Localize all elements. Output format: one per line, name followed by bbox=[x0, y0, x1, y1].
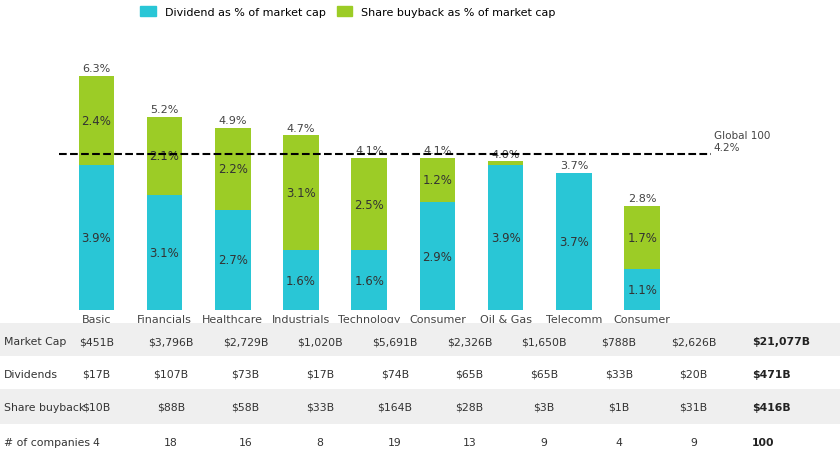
Text: $2,729B: $2,729B bbox=[223, 337, 268, 346]
Text: 1.1%: 1.1% bbox=[627, 283, 657, 296]
Text: $5,691B: $5,691B bbox=[372, 337, 417, 346]
Bar bbox=[556, 173, 591, 310]
Text: $17B: $17B bbox=[306, 369, 334, 379]
Text: 2.4%: 2.4% bbox=[81, 115, 111, 128]
Text: 3.7%: 3.7% bbox=[559, 235, 589, 248]
Text: $28B: $28B bbox=[455, 402, 484, 412]
Text: 4.1%: 4.1% bbox=[355, 146, 383, 156]
Text: $58B: $58B bbox=[231, 402, 260, 412]
Bar bbox=[0, 389, 840, 427]
Bar bbox=[0, 357, 840, 395]
Text: 2.1%: 2.1% bbox=[150, 150, 180, 163]
Bar bbox=[488, 166, 523, 310]
Text: $33B: $33B bbox=[605, 369, 633, 379]
Text: Share buyback: Share buyback bbox=[4, 402, 86, 412]
Text: Global 100
4.2%: Global 100 4.2% bbox=[714, 131, 770, 152]
Bar bbox=[79, 77, 114, 166]
Text: 100: 100 bbox=[752, 437, 774, 447]
Text: $73B: $73B bbox=[231, 369, 260, 379]
Text: 13: 13 bbox=[463, 437, 476, 447]
Bar bbox=[215, 129, 250, 210]
Text: 4.7%: 4.7% bbox=[286, 124, 315, 133]
Text: 5.2%: 5.2% bbox=[150, 105, 179, 115]
Text: $21,077B: $21,077B bbox=[752, 337, 810, 346]
Text: $3B: $3B bbox=[533, 402, 554, 412]
Text: 2.8%: 2.8% bbox=[627, 194, 656, 204]
Text: 18: 18 bbox=[164, 437, 178, 447]
Text: $3,796B: $3,796B bbox=[148, 337, 193, 346]
Legend: Dividend as % of market cap, Share buyback as % of market cap: Dividend as % of market cap, Share buyba… bbox=[140, 7, 555, 18]
Text: 2.2%: 2.2% bbox=[218, 163, 248, 176]
Bar bbox=[0, 425, 840, 463]
Bar bbox=[147, 118, 182, 195]
Bar bbox=[488, 162, 523, 166]
Bar bbox=[283, 136, 318, 251]
Bar bbox=[420, 203, 455, 310]
Text: $20B: $20B bbox=[680, 369, 707, 379]
Text: 2.9%: 2.9% bbox=[423, 250, 453, 263]
Text: 19: 19 bbox=[388, 437, 402, 447]
Text: $1B: $1B bbox=[608, 402, 629, 412]
Text: $1,650B: $1,650B bbox=[522, 337, 567, 346]
Text: 6.3%: 6.3% bbox=[82, 64, 110, 74]
Text: $2,626B: $2,626B bbox=[671, 337, 717, 346]
Text: 3.7%: 3.7% bbox=[559, 161, 588, 170]
Text: 2.5%: 2.5% bbox=[354, 198, 384, 211]
Text: 3.1%: 3.1% bbox=[286, 187, 316, 200]
Text: $74B: $74B bbox=[381, 369, 409, 379]
Text: $33B: $33B bbox=[306, 402, 334, 412]
Bar bbox=[420, 158, 455, 203]
Text: 4: 4 bbox=[92, 437, 100, 447]
Bar bbox=[283, 251, 318, 310]
Text: $1,020B: $1,020B bbox=[297, 337, 343, 346]
Text: $10B: $10B bbox=[82, 402, 110, 412]
Text: $451B: $451B bbox=[79, 337, 113, 346]
Text: 4.9%: 4.9% bbox=[218, 116, 247, 126]
Text: $65B: $65B bbox=[455, 369, 484, 379]
Text: $88B: $88B bbox=[157, 402, 185, 412]
Bar bbox=[351, 158, 387, 251]
Bar bbox=[351, 251, 387, 310]
Text: Market Cap: Market Cap bbox=[4, 337, 66, 346]
Bar bbox=[0, 324, 840, 362]
Text: 3.1%: 3.1% bbox=[150, 246, 180, 259]
Bar bbox=[215, 210, 250, 310]
Text: $471B: $471B bbox=[752, 369, 790, 379]
Bar bbox=[147, 195, 182, 310]
Text: 4.0%: 4.0% bbox=[491, 150, 520, 159]
Text: $31B: $31B bbox=[680, 402, 707, 412]
Text: 1.6%: 1.6% bbox=[354, 274, 384, 287]
Bar bbox=[624, 269, 660, 310]
Text: $416B: $416B bbox=[752, 402, 790, 412]
Text: 2.7%: 2.7% bbox=[218, 254, 248, 267]
Text: # of companies: # of companies bbox=[4, 437, 90, 447]
Text: 4: 4 bbox=[616, 437, 622, 447]
Text: 1.6%: 1.6% bbox=[286, 274, 316, 287]
Text: $65B: $65B bbox=[530, 369, 559, 379]
Text: 1.7%: 1.7% bbox=[627, 232, 657, 244]
Text: $107B: $107B bbox=[153, 369, 188, 379]
Text: $788B: $788B bbox=[601, 337, 637, 346]
Text: $17B: $17B bbox=[82, 369, 110, 379]
Text: 8: 8 bbox=[317, 437, 323, 447]
Text: 4.1%: 4.1% bbox=[423, 146, 452, 156]
Bar bbox=[79, 166, 114, 310]
Text: 16: 16 bbox=[239, 437, 252, 447]
Text: 1.2%: 1.2% bbox=[423, 174, 453, 187]
Bar bbox=[624, 206, 660, 269]
Text: 3.9%: 3.9% bbox=[81, 232, 111, 244]
Text: 3.9%: 3.9% bbox=[491, 232, 521, 244]
Text: 9: 9 bbox=[541, 437, 548, 447]
Text: $164B: $164B bbox=[377, 402, 412, 412]
Text: Dividends: Dividends bbox=[4, 369, 58, 379]
Text: $2,326B: $2,326B bbox=[447, 337, 492, 346]
Text: 9: 9 bbox=[690, 437, 697, 447]
